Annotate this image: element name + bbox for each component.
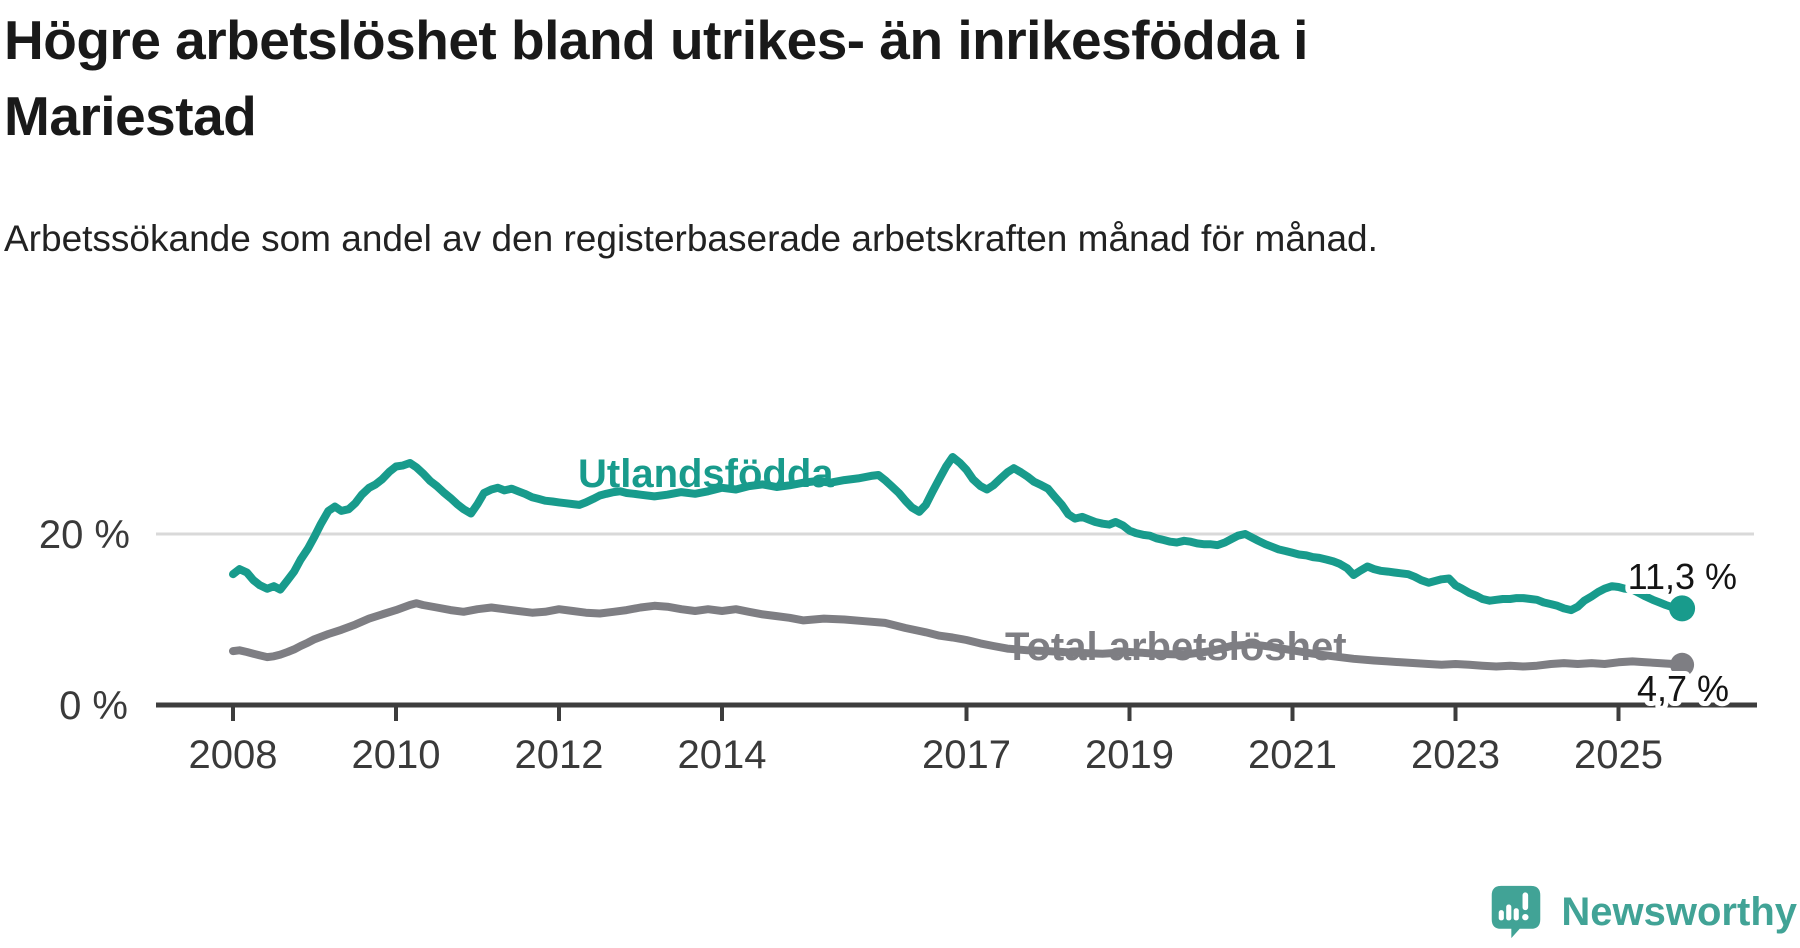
series-end-dot-total — [1670, 652, 1695, 677]
page-subtitle: Arbetssökande som andel av den registerb… — [4, 218, 1378, 259]
value-label-foreign-born: 11,3 % — [1628, 556, 1737, 597]
speech-bubble-chart-icon — [1492, 885, 1541, 939]
x-tick-label: 2023 — [1411, 733, 1500, 777]
page-title: Högre arbetslöshet bland utrikes- än inr… — [4, 9, 1308, 147]
value-label-total: 4,7 % — [1637, 668, 1729, 709]
x-tick-label: 2017 — [922, 733, 1011, 777]
series-line-foreign-born — [229, 453, 1687, 615]
y-tick-label-20: 20 % — [39, 513, 130, 557]
x-tick-label: 2025 — [1574, 733, 1663, 777]
x-tick-label: 2010 — [352, 733, 441, 777]
series-end-dot-foreign-born — [1669, 595, 1696, 622]
x-tick-label: 2019 — [1085, 733, 1174, 777]
x-tick-label: 2012 — [515, 733, 604, 777]
series-label-foreign-born: Utlandsfödda — [578, 452, 834, 496]
x-tick-label: 2008 — [189, 733, 278, 777]
series-label-total: Total arbetslöshet — [1005, 625, 1347, 669]
x-axis-ticks: 2008 2010 2012 2014 2017 2019 2021 2023 2025 — [189, 707, 1663, 777]
x-tick-label: 2021 — [1248, 733, 1337, 777]
y-tick-label-0: 0 % — [59, 684, 128, 728]
logo-text: Newsworthy — [1561, 889, 1797, 934]
newsworthy-logo: Newsworthy — [1488, 881, 1797, 943]
series-line-total-unemployment — [229, 599, 1687, 671]
x-tick-label: 2014 — [678, 733, 767, 777]
